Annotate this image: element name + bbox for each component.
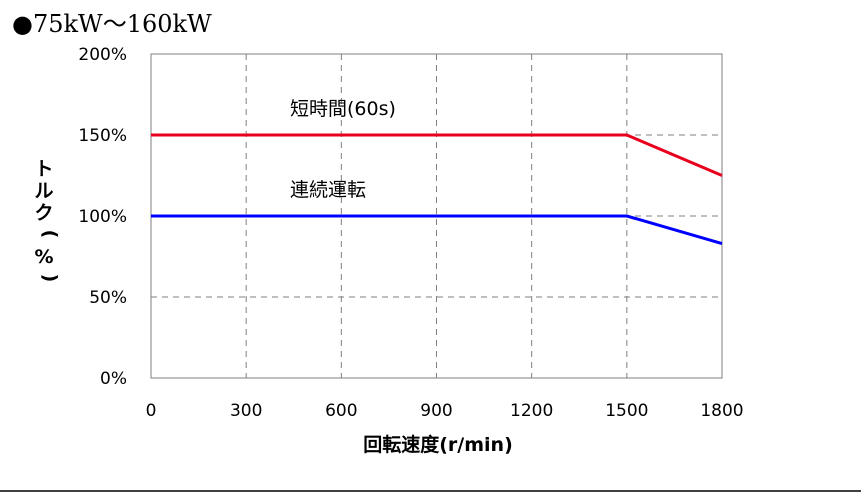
y-axis-title-char: ) xyxy=(39,274,61,283)
x-tick-label: 0 xyxy=(146,401,157,421)
x-tick-label: 1800 xyxy=(700,401,743,421)
y-axis-title-char: % xyxy=(34,246,53,268)
series-labels: 短時間(60s) 連続運転 xyxy=(290,98,396,201)
y-axis-title-char: ル xyxy=(34,180,53,202)
y-axis-title-char: ト xyxy=(34,158,53,180)
y-tick-label: 100% xyxy=(78,207,127,227)
x-tick-label: 1500 xyxy=(605,401,648,421)
series-line-1 xyxy=(151,133,723,177)
series-label-2: 連続運転 xyxy=(290,179,366,201)
y-axis-title-char: ( xyxy=(39,230,61,239)
x-tick-label: 300 xyxy=(230,401,262,421)
y-tick-label: 150% xyxy=(78,126,127,146)
x-axis-ticks: 0 300 600 900 1200 1500 1800 xyxy=(146,401,744,421)
x-tick-label: 600 xyxy=(325,401,357,421)
series-label-1: 短時間(60s) xyxy=(290,98,396,120)
x-axis-title: 回転速度(r/min) xyxy=(363,433,513,456)
series-line-2 xyxy=(151,214,723,245)
y-tick-label: 200% xyxy=(78,45,127,65)
series-lines xyxy=(151,133,723,245)
y-axis-ticks: 0% 50% 100% 150% 200% xyxy=(78,45,127,389)
x-tick-label: 1200 xyxy=(510,401,553,421)
y-tick-label: 0% xyxy=(100,369,127,389)
page-title: ●75kW～160kW xyxy=(12,10,212,38)
y-axis-title-char: ク xyxy=(34,202,53,224)
x-tick-label: 900 xyxy=(420,401,452,421)
y-axis-title: トルク (%) xyxy=(34,158,61,282)
y-tick-label: 50% xyxy=(89,288,127,308)
